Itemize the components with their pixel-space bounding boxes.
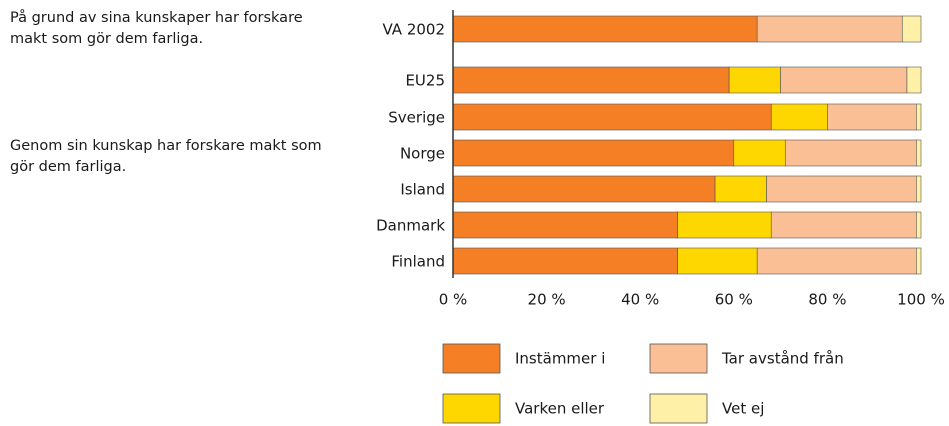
bar-segment	[452, 103, 772, 131]
bar-segment	[770, 103, 828, 131]
x-tick-label: 40 %	[621, 291, 659, 309]
legend-swatch	[649, 393, 708, 424]
bar-segment	[677, 211, 772, 239]
y-tick-label: EU25	[405, 72, 445, 90]
bar-segment	[916, 247, 922, 275]
x-tick-label: 80 %	[808, 291, 846, 309]
bar-segment	[452, 211, 678, 239]
bar-segment	[784, 139, 917, 167]
legend-label: Varken eller	[515, 400, 605, 418]
bar-segment	[756, 247, 917, 275]
bar-segment	[452, 247, 678, 275]
bar-segment	[780, 66, 908, 94]
bar-segment	[770, 211, 917, 239]
bar-segment	[916, 139, 922, 167]
bar-segment	[916, 103, 922, 131]
bar-segment	[728, 66, 781, 94]
annotation: Genom sin kunskap har forskare makt som …	[10, 138, 322, 175]
legend-label: Tar avstånd från	[721, 350, 844, 368]
bar-segment	[916, 175, 922, 203]
bar-segment	[452, 139, 735, 167]
bar-segment	[916, 211, 922, 239]
bar-segment	[766, 175, 917, 203]
legend-label: Instämmer i	[515, 350, 605, 368]
y-tick-label: Danmark	[376, 217, 445, 235]
y-tick-label: Finland	[391, 253, 445, 271]
annotation: På grund av sina kunskaper har forskare …	[10, 10, 303, 47]
bar-segment	[452, 175, 716, 203]
legend-swatch	[442, 393, 501, 424]
bar-segment	[827, 103, 917, 131]
y-tick-label: VA 2002	[382, 21, 445, 39]
bar-segment	[906, 66, 922, 94]
legend-label: Vet ej	[722, 400, 764, 418]
bar-segment	[901, 15, 922, 43]
legend-swatch	[649, 343, 708, 374]
x-tick-label: 20 %	[528, 291, 566, 309]
y-tick-label: Sverige	[388, 109, 445, 127]
bar-segment	[452, 66, 730, 94]
bar-segment	[714, 175, 767, 203]
x-tick-label: 60 %	[715, 291, 753, 309]
bar-segment	[677, 247, 758, 275]
x-tick-label: 100 %	[897, 291, 945, 309]
y-tick-label: Island	[400, 181, 445, 199]
y-tick-label: Norge	[400, 145, 445, 163]
bar-segment	[756, 15, 903, 43]
bar-segment	[452, 15, 758, 43]
x-tick-label: 0 %	[439, 291, 468, 309]
bar-segment	[733, 139, 786, 167]
legend-swatch	[442, 343, 501, 374]
